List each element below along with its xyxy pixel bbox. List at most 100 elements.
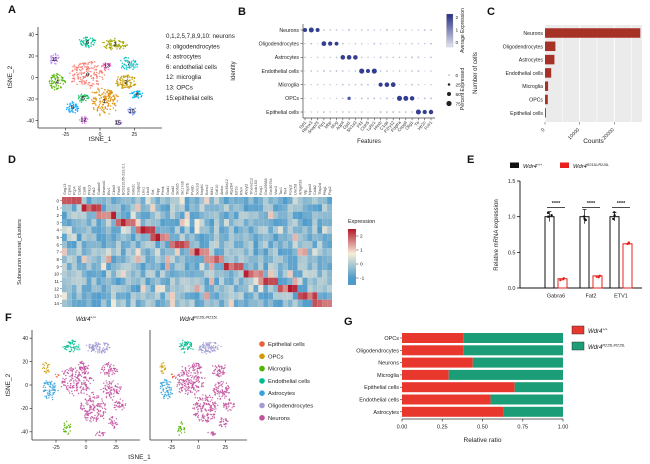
legend-item-label: Neurons xyxy=(268,416,290,422)
cluster-9 xyxy=(65,101,80,114)
category-label: Endothelial cells xyxy=(506,71,544,77)
cluster-number: 7 xyxy=(127,62,130,68)
legend-tick: -1 xyxy=(360,276,365,282)
gene-label: Cadps2 xyxy=(136,182,140,195)
cluster-3 xyxy=(102,37,129,51)
feature-label: Flt1 xyxy=(356,119,365,128)
significance: **** xyxy=(587,201,596,207)
cluster-epithelial-cells xyxy=(54,373,60,378)
x-tick: 0 xyxy=(85,445,88,451)
panel-g-label: G xyxy=(344,316,353,328)
y-tick: 0.0 xyxy=(508,286,516,292)
gene-label: Calb1 xyxy=(77,185,81,195)
y-axis-label: tSNE_2 xyxy=(7,65,14,88)
cluster-neurons xyxy=(174,362,235,436)
gene-label: Grin2c xyxy=(131,184,135,195)
gene-label: Vip xyxy=(303,190,307,195)
cluster-number: 0 xyxy=(86,72,89,78)
cluster-annotation: 15:epithelial cells xyxy=(166,95,213,102)
cluster-annotation: 0,1,2,5,7,8,9,10: neurons xyxy=(166,33,235,40)
genotype-label: Wdr4R215L/R215L xyxy=(179,316,217,323)
x-tick: 25 xyxy=(113,445,119,451)
gene-label: Kcnc2 xyxy=(205,184,209,195)
category-label: Epithelial cells xyxy=(364,385,399,391)
gene-label: Slc17a6 xyxy=(181,181,185,195)
panel-g-stacked-bar: OPCs Oligodendrocytes Neurons Microglia Epit… xyxy=(356,325,625,444)
x-tick: 0 xyxy=(540,127,546,133)
gene-label: Etv1 xyxy=(107,187,111,195)
legend-tick: 2 xyxy=(360,234,363,240)
x-axis-label: tSNE_1 xyxy=(128,454,151,461)
cluster-annotation: 13: OPCs xyxy=(166,85,193,92)
y-tick: -40 xyxy=(27,118,34,124)
panel-f-label: F xyxy=(5,312,12,324)
tsne-points-wt xyxy=(41,339,127,437)
legend-item-label: Epithelial cells xyxy=(268,342,305,348)
genotype-label: Wdr4R215L/R215L xyxy=(573,163,609,170)
cluster-annotation: 4: astrocytes xyxy=(166,54,201,61)
panel-c-barchart: Neurons Oligodendrocytes Astrocytes Endothe… xyxy=(473,25,642,145)
cluster-number: 11 xyxy=(52,57,58,63)
row-label: 7 xyxy=(57,250,60,255)
x-tick: 10000 xyxy=(567,127,581,141)
group-label: Gabra6 xyxy=(547,294,565,300)
x-axis-label: Counts xyxy=(583,138,604,145)
cluster-endothelial-cells xyxy=(178,339,194,354)
heatmap-cells xyxy=(62,197,332,307)
cluster-number: 2 xyxy=(125,80,128,86)
gene-label: Aldoc xyxy=(220,185,224,195)
gene-label: Tmem212 xyxy=(249,178,253,195)
x-axis-label: tSNE_1 xyxy=(89,136,112,143)
row-label: 5 xyxy=(57,235,60,240)
panel-b: Neurons Oligodendrocytes Astrocytes Endothe… xyxy=(225,0,470,150)
panel-e: 0.0 0.5 1.0 1.5 Relative mRNA expression ****… xyxy=(460,150,650,315)
legend-tick: 0 xyxy=(456,73,459,79)
gene-label: Prkcd xyxy=(87,185,91,195)
gene-label: Gabra6 xyxy=(97,182,101,195)
panel-g: OPCs Oligodendrocytes Neurons Microglia Epit… xyxy=(335,310,650,464)
y-tick: 20 xyxy=(28,54,34,60)
cluster-10 xyxy=(127,106,137,116)
category-label: Oligodendrocytes xyxy=(503,44,544,50)
cluster-annotation: 12: microglia xyxy=(166,74,202,81)
x-tick: 0 xyxy=(197,445,200,451)
cluster-opcs xyxy=(159,362,167,374)
category-label: OPCs xyxy=(529,98,543,104)
gene-label: Sst xyxy=(151,189,155,195)
panel-e-label: E xyxy=(467,154,475,166)
cluster-epithelial-cells xyxy=(170,373,175,379)
row-label: 1 xyxy=(57,206,60,211)
tsne-points-mut xyxy=(159,339,235,436)
gene-label: Gad2 xyxy=(171,186,175,195)
y-axis-label: Relative mRNA expression xyxy=(494,199,500,270)
significance: **** xyxy=(552,201,561,207)
legend-tick: 1 xyxy=(456,28,459,34)
gene-label: Vwc2 xyxy=(274,186,278,195)
panel-b-label: B xyxy=(238,6,246,18)
row-label: 12 xyxy=(54,286,59,291)
gene-label: Pax6 xyxy=(117,186,121,195)
row-label: 4 xyxy=(57,228,60,233)
gene-label: Lhx5 xyxy=(146,187,150,195)
gene-label: Reln xyxy=(127,187,131,195)
gene-label: Penk xyxy=(161,186,165,195)
group-label: ETV1 xyxy=(614,294,628,300)
feature-label: Htr2c xyxy=(417,119,428,131)
panel-f: -25 0 25 40 20 0 -20 -40 Wdr4+/+ -25 0 25 Wdr4R215L/… xyxy=(0,310,335,464)
gene-label: Tfap2b xyxy=(185,183,189,195)
genotype-label: Wdr4+/+ xyxy=(523,163,542,170)
legend-item-label: Endothelial cells xyxy=(268,379,310,385)
gene-label: Cbln3 xyxy=(112,185,116,195)
row-label: 8 xyxy=(57,257,60,262)
cluster-oligodendrocytes xyxy=(198,341,222,355)
x-tick: 0.25 xyxy=(437,425,448,431)
cluster-astrocytes xyxy=(159,379,173,400)
gene-label: Npas3 xyxy=(308,184,312,195)
gene-label: Tfap2d xyxy=(318,183,322,195)
x-tick: -25 xyxy=(52,445,59,451)
cluster-microglia xyxy=(62,420,72,436)
legend-title: Average Expression xyxy=(460,8,466,53)
row-label: 13 xyxy=(54,294,59,299)
row-label: 11 xyxy=(54,279,59,284)
feature-label: Mbp xyxy=(323,119,333,129)
